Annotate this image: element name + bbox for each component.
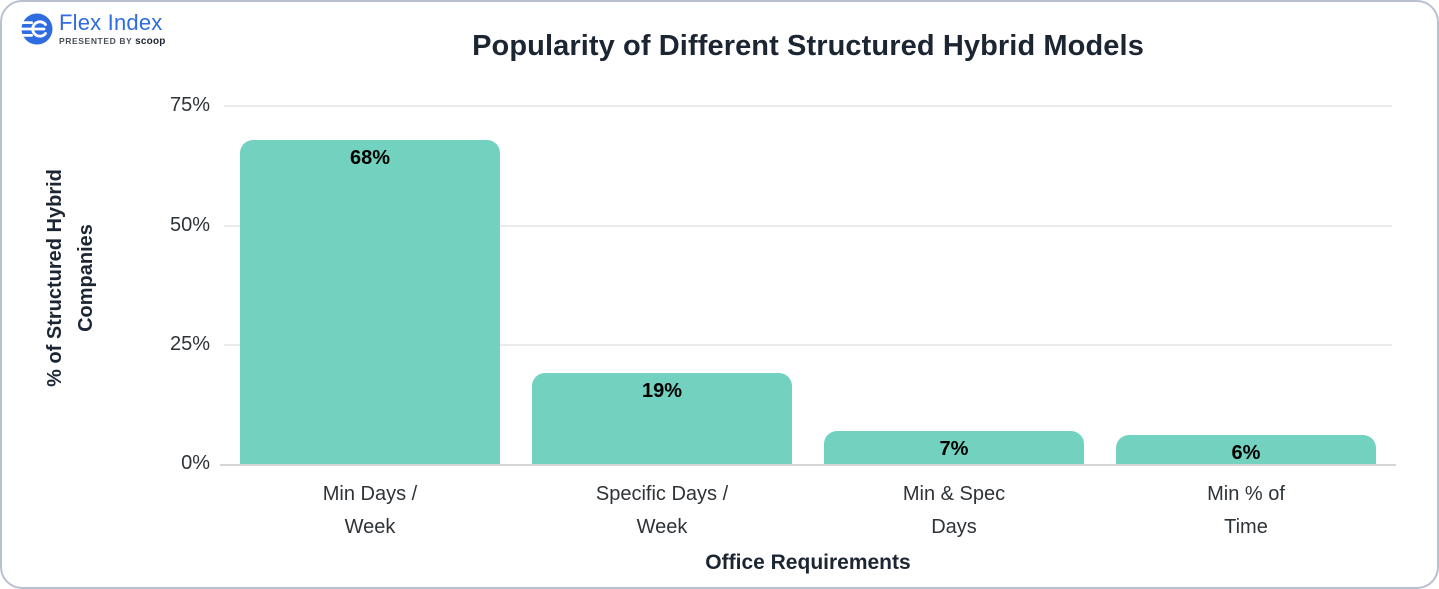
- x-tick-label: Specific Days / Week: [595, 483, 729, 538]
- bar-band: 19%: [516, 92, 808, 464]
- flex-index-logo-icon: [18, 11, 54, 47]
- gridline-75: [224, 105, 1392, 108]
- x-tick-label: Min % of Time: [1207, 483, 1285, 538]
- bar: 7%: [824, 430, 1084, 464]
- brand-name: Flex Index: [59, 10, 163, 35]
- bar-band: 7%: [808, 92, 1100, 464]
- x-axis-line: [220, 464, 1396, 466]
- x-axis-title: Office Requirements: [705, 551, 911, 574]
- bar-series: 68% 19% 7% 6%: [224, 92, 1392, 464]
- y-axis-tick-labels: 0% 25% 50% 75%: [120, 92, 210, 473]
- bar: 68%: [240, 139, 500, 464]
- y-tick-label: 25%: [169, 332, 210, 355]
- x-axis-tick-labels: Min Days / Week Specific Days / Week Min &…: [224, 478, 1392, 544]
- y-tick-label: 50%: [169, 213, 210, 236]
- y-tick-label: 0%: [181, 452, 210, 474]
- bar-band: 6%: [1100, 92, 1392, 464]
- bar-value-label: 7%: [939, 437, 969, 460]
- scoop-brand: scoop: [135, 36, 166, 48]
- bar-value-label: 19%: [641, 380, 683, 403]
- chart-title: Popularity of Different Structured Hybri…: [472, 30, 1144, 62]
- flex-index-logo: Flex Index PRESENTED BY scoop: [18, 10, 166, 47]
- y-axis-title: % of Structured Hybrid Companies: [44, 169, 97, 387]
- presented-by-text: PRESENTED BY: [59, 36, 133, 47]
- x-tick-label: Min & Spec Days: [902, 483, 1006, 538]
- y-tick-label: 75%: [169, 94, 210, 117]
- bar-band: 68%: [224, 92, 516, 464]
- bar: 19%: [532, 373, 792, 464]
- bar-value-label: 68%: [349, 146, 391, 169]
- gridline-50: [224, 224, 1392, 227]
- gridline-25: [224, 343, 1392, 346]
- x-tick-label: Min Days / Week: [322, 483, 418, 538]
- bar: 6%: [1116, 435, 1376, 464]
- presented-by-line: PRESENTED BY scoop: [59, 36, 166, 47]
- bar-value-label: 6%: [1231, 442, 1261, 465]
- plot-area: 68% 19% 7% 6%: [220, 92, 1396, 466]
